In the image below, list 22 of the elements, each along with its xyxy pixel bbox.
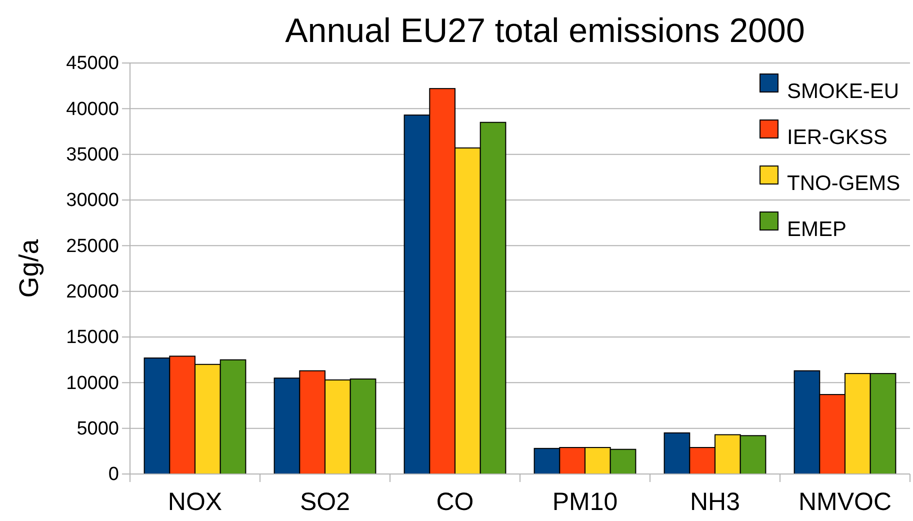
y-tick-label: 10000 <box>66 372 119 394</box>
legend-label: IER-GKSS <box>787 126 888 149</box>
y-tick-label: 5000 <box>76 418 119 440</box>
x-tick-label: CO <box>436 488 474 516</box>
y-tick-label: 35000 <box>66 144 119 166</box>
y-tick-label: 20000 <box>66 281 119 302</box>
y-tick-label: 45000 <box>66 53 119 74</box>
y-tick-label: 0 <box>108 464 119 486</box>
y-tick-label: 25000 <box>66 236 119 257</box>
x-tick-label: NMVOC <box>798 488 892 516</box>
legend-label: EMEP <box>787 218 847 241</box>
x-tick-label: NH3 <box>690 488 740 516</box>
legend-label: SMOKE-EU <box>787 80 900 103</box>
x-tick-label: NOX <box>168 488 222 516</box>
y-tick-label: 15000 <box>66 327 119 348</box>
x-tick-label: SO2 <box>300 488 350 516</box>
y-tick-label: 40000 <box>66 98 119 120</box>
y-axis-title: Gg/a <box>14 238 44 298</box>
chart-title: Annual EU27 total emissions 2000 <box>285 12 805 50</box>
x-tick-label: PM10 <box>552 488 618 516</box>
legend-label: TNO-GEMS <box>787 172 900 195</box>
y-tick-label: 30000 <box>66 190 119 212</box>
